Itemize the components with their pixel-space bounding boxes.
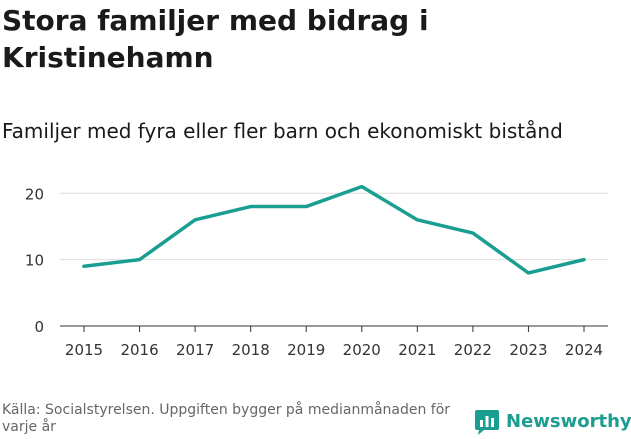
x-tick-label: 2016 — [120, 341, 158, 359]
newsworthy-logo[interactable]: Newsworthy — [474, 407, 631, 437]
x-tick-label: 2022 — [454, 341, 492, 359]
source-note: Källa: Socialstyrelsen. Uppgiften bygger… — [2, 402, 451, 435]
x-tick-label: 2015 — [65, 341, 103, 359]
x-tick-label: 2020 — [343, 341, 381, 359]
y-tick-label: 10 — [25, 252, 44, 270]
x-tick-label: 2021 — [398, 341, 436, 359]
y-tick-label: 20 — [25, 185, 44, 203]
x-tick-label: 2019 — [287, 341, 325, 359]
chart-subtitle: Familjer med fyra eller fler barn och ek… — [2, 119, 563, 143]
x-tick-label: 2018 — [232, 341, 270, 359]
newsworthy-chart-icon — [475, 410, 499, 435]
series-line-familjer — [82, 184, 586, 275]
x-tick-label: 2024 — [565, 341, 603, 359]
brand-name: Newsworthy — [506, 411, 631, 432]
y-tick-label: 0 — [34, 318, 44, 336]
x-tick-label: 2023 — [509, 341, 547, 359]
line-chart: 0 10 20 2015 2016 2017 2018 2019 2020 2021 2022 202… — [25, 184, 608, 359]
chart-title: Stora familjer med bidrag i Kristinehamn — [2, 4, 429, 74]
x-tick-label: 2017 — [176, 341, 214, 359]
